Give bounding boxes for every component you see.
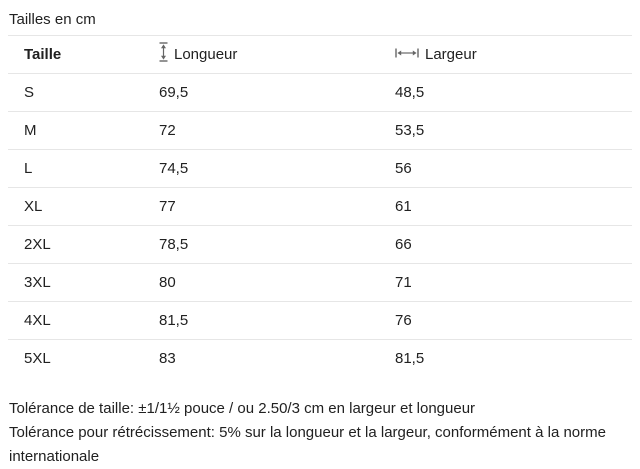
longueur-value: 83 bbox=[159, 350, 176, 367]
size-label: S bbox=[8, 73, 159, 112]
column-header-longueur-label: Longueur bbox=[174, 45, 238, 63]
table-row: 2XL 78,5 66 bbox=[8, 225, 632, 264]
tolerance-notes: Tolérance de taille: ±1/1½ pouce / ou 2.… bbox=[8, 397, 632, 469]
size-tolerance-note: Tolérance de taille: ±1/1½ pouce / ou 2.… bbox=[9, 400, 476, 417]
size-label: 3XL bbox=[8, 263, 159, 302]
column-header-longueur: Longueur bbox=[159, 36, 395, 74]
largeur-value: 61 bbox=[395, 187, 632, 226]
longueur-value: 77 bbox=[159, 187, 395, 226]
longueur-value: 80 bbox=[159, 263, 395, 302]
column-header-largeur: Largeur bbox=[395, 36, 632, 74]
size-chart-panel: Tailles en cm Taille bbox=[8, 0, 632, 469]
shrinkage-tolerance-note: Tolérance pour rétrécissement: 5% sur la… bbox=[9, 424, 606, 465]
size-label: 5XL bbox=[24, 350, 51, 367]
size-label: M bbox=[8, 111, 159, 150]
largeur-value: 76 bbox=[395, 301, 632, 340]
size-label: 2XL bbox=[8, 225, 159, 264]
size-chart-title: Tailles en cm bbox=[8, 0, 632, 36]
longueur-value: 81,5 bbox=[159, 301, 395, 340]
table-row: S 69,5 48,5 bbox=[8, 73, 632, 112]
width-arrow-icon bbox=[395, 45, 419, 62]
largeur-value: 66 bbox=[395, 225, 632, 264]
size-label: 4XL bbox=[8, 301, 159, 340]
size-table: Taille Longueur bbox=[8, 36, 632, 377]
longueur-value: 74,5 bbox=[159, 149, 395, 188]
largeur-value: 56 bbox=[395, 149, 632, 188]
size-label: XL bbox=[8, 187, 159, 226]
table-row: 4XL 81,5 76 bbox=[8, 301, 632, 340]
table-row: 3XL 80 71 bbox=[8, 263, 632, 302]
column-header-largeur-label: Largeur bbox=[425, 45, 477, 63]
column-header-taille: Taille bbox=[8, 36, 159, 74]
table-row: XL 77 61 bbox=[8, 187, 632, 226]
largeur-value: 48,5 bbox=[395, 73, 632, 112]
largeur-value: 81,5 bbox=[395, 350, 425, 367]
size-table-header-row: Taille Longueur bbox=[8, 36, 632, 74]
largeur-value: 71 bbox=[395, 263, 632, 302]
longueur-value: 69,5 bbox=[159, 73, 395, 112]
longueur-value: 72 bbox=[159, 111, 395, 150]
size-label: L bbox=[8, 149, 159, 188]
length-arrow-icon bbox=[159, 41, 168, 66]
largeur-value: 53,5 bbox=[395, 111, 632, 150]
table-row: L 74,5 56 bbox=[8, 149, 632, 188]
longueur-value: 78,5 bbox=[159, 225, 395, 264]
table-row: M 72 53,5 bbox=[8, 111, 632, 150]
table-row: 5XL 83 81,5 bbox=[8, 340, 632, 378]
